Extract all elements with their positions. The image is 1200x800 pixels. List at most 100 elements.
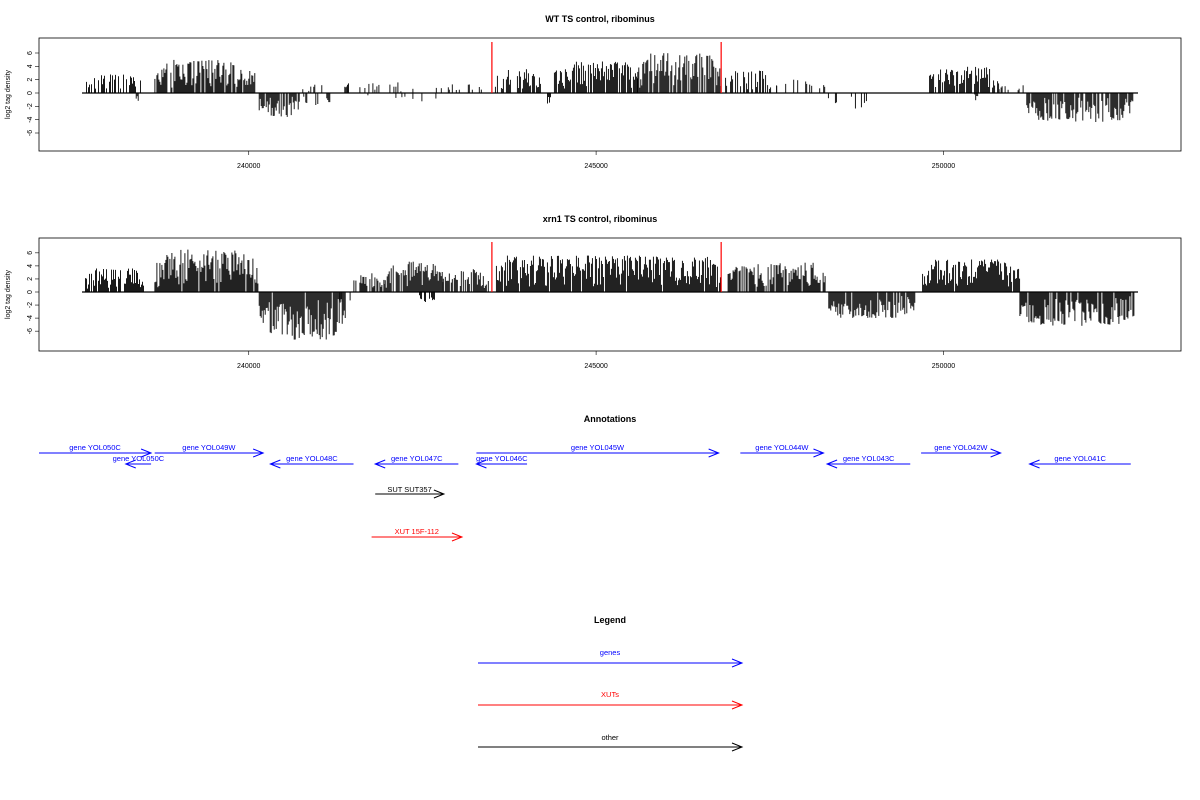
feature-arrow-head xyxy=(433,489,446,499)
y-axis: 6 4 2 0 -2 -4 -6 xyxy=(27,51,39,136)
y-tick-label: 6 xyxy=(27,251,34,255)
annotation-feature: gene YOL041C xyxy=(1028,454,1131,469)
feature-arrow xyxy=(476,448,720,458)
y-tick-label: 2 xyxy=(27,78,34,82)
x-axis: 240000 245000 250000 xyxy=(237,151,955,170)
feature-arrow xyxy=(371,532,464,542)
feature-arrow xyxy=(921,448,1002,458)
y-axis-label: log2 tag density xyxy=(5,69,12,119)
annotation-feature: gene YOL044W xyxy=(740,443,825,458)
y-tick-label: -6 xyxy=(27,130,34,136)
feature-arrow-head xyxy=(124,459,136,469)
annotation-label: gene YOL047C xyxy=(391,454,443,463)
annotation-feature: gene YOL050C xyxy=(113,454,165,469)
annotation-feature: gene YOL047C xyxy=(373,454,459,469)
legend-arrow-head xyxy=(731,700,744,710)
feature-arrow xyxy=(475,459,528,469)
legend-arrow-head xyxy=(731,742,744,752)
y-axis-label: log2 tag density xyxy=(5,269,12,319)
feature-arrow-head xyxy=(252,448,265,458)
legend-item-gene: genes xyxy=(478,648,744,668)
legend-item-xut: XUTs xyxy=(478,690,744,710)
annotation-label: gene YOL048C xyxy=(286,454,338,463)
annotation-feature: gene YOL050C xyxy=(39,443,153,458)
legend-arrow-head xyxy=(731,658,744,668)
feature-arrow-head xyxy=(825,459,838,469)
y-tick-label: -2 xyxy=(27,302,34,308)
feature-arrow xyxy=(124,459,152,469)
y-tick-label: 4 xyxy=(27,64,34,68)
y-tick-label: 0 xyxy=(27,91,34,95)
y-tick-label: 0 xyxy=(27,290,34,294)
feature-arrow xyxy=(740,448,825,458)
y-tick-label: -4 xyxy=(27,116,34,122)
feature-arrow-head xyxy=(813,448,825,458)
y-tick-label: -2 xyxy=(27,103,34,109)
legend-arrow xyxy=(478,658,744,668)
annotation-feature: XUT 15F-112 xyxy=(371,527,464,542)
x-tick-label: 250000 xyxy=(932,363,955,370)
annotation-label: gene YOL042W xyxy=(934,443,988,452)
legend-item-other: other xyxy=(478,733,744,752)
legend-arrow xyxy=(478,742,744,752)
feature-arrow xyxy=(375,489,446,499)
chart-panel-1: WT TS control, ribominus 6 4 2 0 -2 -4 -6 log2 t… xyxy=(5,14,1182,170)
legend-arrow xyxy=(478,700,744,710)
y-tick-label: 2 xyxy=(27,277,34,281)
legend-title: Legend xyxy=(594,615,626,625)
y-axis: 6 4 2 0 -2 -4 -6 xyxy=(27,251,39,334)
feature-arrow xyxy=(269,459,354,469)
feature-arrow xyxy=(39,448,153,458)
density-bars xyxy=(85,249,1135,340)
chart-title: WT TS control, ribominus xyxy=(545,14,655,24)
annotation-feature: gene YOL046C xyxy=(475,454,528,469)
y-tick-label: 6 xyxy=(27,51,34,55)
annotation-feature: gene YOL043C xyxy=(825,454,911,469)
density-bars xyxy=(86,53,1134,122)
feature-arrow-head xyxy=(990,448,1002,458)
annotations-title: Annotations xyxy=(584,414,637,424)
annotation-feature: gene YOL049W xyxy=(154,443,265,458)
annotation-feature: SUT SUT357 xyxy=(375,485,446,499)
x-axis: 240000 245000 250000 xyxy=(237,351,955,370)
annotation-label: gene YOL049W xyxy=(182,443,236,452)
annotations-panel: Annotations gene YOL050C gene YOL050C gene … xyxy=(39,414,1131,542)
annotation-label: XUT 15F-112 xyxy=(395,527,439,536)
annotation-label: SUT SUT357 xyxy=(387,485,431,494)
feature-arrow-head xyxy=(140,448,153,458)
legend-panel: Legend genes XUTs other xyxy=(478,615,744,752)
feature-arrow-head xyxy=(269,459,281,469)
annotation-label: gene YOL041C xyxy=(1054,454,1106,463)
annotation-label: gene YOL045W xyxy=(571,443,625,452)
feature-arrow-head xyxy=(373,459,386,469)
x-tick-label: 240000 xyxy=(237,363,260,370)
annotation-feature: gene YOL042W xyxy=(921,443,1002,458)
feature-arrow-head xyxy=(451,532,464,542)
annotation-label: gene YOL050C xyxy=(113,454,165,463)
chart-panel-2: xrn1 TS control, ribominus 6 4 2 0 -2 -4 -6 log2… xyxy=(5,214,1182,370)
chart-title: xrn1 TS control, ribominus xyxy=(543,214,658,224)
x-tick-label: 250000 xyxy=(932,163,955,170)
annotation-label: gene YOL046C xyxy=(476,454,528,463)
x-tick-label: 240000 xyxy=(237,163,260,170)
annotation-label: gene YOL044W xyxy=(755,443,809,452)
y-tick-label: -4 xyxy=(27,315,34,321)
feature-arrow-head xyxy=(1028,459,1040,469)
feature-arrow-head xyxy=(475,459,487,469)
feature-arrow xyxy=(373,459,459,469)
x-tick-label: 245000 xyxy=(584,363,607,370)
feature-arrow xyxy=(154,448,265,458)
x-tick-label: 245000 xyxy=(584,163,607,170)
plot-frame xyxy=(38,237,1182,352)
annotation-feature: gene YOL048C xyxy=(269,454,354,469)
legend-label: genes xyxy=(600,648,621,657)
feature-arrow-head xyxy=(708,448,720,458)
annotation-feature: gene YOL045W xyxy=(476,443,720,458)
y-tick-label: 4 xyxy=(27,264,34,268)
feature-arrow xyxy=(825,459,911,469)
legend-label: other xyxy=(601,733,619,742)
plot-frame xyxy=(38,37,1182,152)
annotation-label: gene YOL043C xyxy=(843,454,895,463)
legend-label: XUTs xyxy=(601,690,619,699)
